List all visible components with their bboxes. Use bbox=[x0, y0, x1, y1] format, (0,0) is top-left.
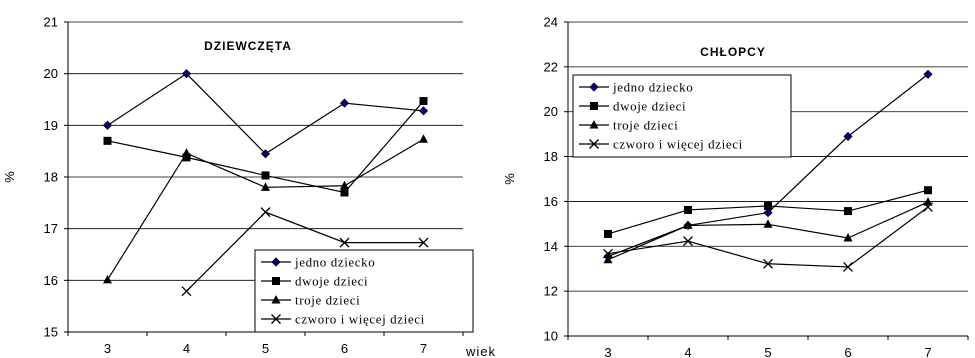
data-point bbox=[763, 219, 773, 228]
y-axis-label: % bbox=[502, 173, 517, 185]
data-point bbox=[418, 106, 429, 116]
data-point bbox=[603, 248, 613, 259]
data-point bbox=[339, 98, 350, 108]
data-point bbox=[340, 188, 349, 197]
legend-label: dwoje dzieci bbox=[613, 99, 686, 114]
y-tick-label: 10 bbox=[544, 329, 558, 344]
y-tick-label: 12 bbox=[544, 284, 558, 299]
x-tick-label: 6 bbox=[341, 341, 348, 356]
x-tick-label: 6 bbox=[844, 345, 851, 358]
data-point bbox=[684, 205, 692, 214]
y-tick-label: 19 bbox=[44, 118, 58, 133]
data-point bbox=[843, 232, 853, 242]
chart-panel-2: 10 12 14 16 18 20 22 24 3 4 5 6 7% CHŁOPCY jedno dziec… bbox=[502, 15, 969, 358]
data-point bbox=[604, 229, 612, 238]
data-point bbox=[182, 148, 191, 157]
data-point bbox=[843, 131, 853, 141]
y-tick-label: 14 bbox=[544, 239, 558, 254]
legend-marker bbox=[589, 120, 599, 129]
data-point bbox=[763, 208, 773, 218]
data-point bbox=[683, 220, 693, 229]
legend: jedno dziecko dwoje dzieci troje dzieci czw… bbox=[572, 74, 792, 158]
legend: jedno dziecko dwoje dzieci troje dzieci czw… bbox=[254, 249, 474, 333]
legend-label: jedno dziecko bbox=[294, 255, 375, 270]
y-tick-label: 20 bbox=[544, 104, 558, 119]
y-tick-label: 18 bbox=[44, 170, 58, 185]
y-tick-label: 15 bbox=[44, 325, 58, 340]
x-tick-label: 7 bbox=[924, 345, 931, 358]
data-point bbox=[182, 153, 191, 162]
chart-title: DZIEWCZĘTA bbox=[204, 39, 292, 53]
legend-marker bbox=[589, 82, 599, 92]
data-point bbox=[923, 197, 933, 206]
legend-marker bbox=[271, 295, 281, 304]
x-tick-label: 4 bbox=[684, 345, 691, 358]
data-point bbox=[181, 69, 192, 79]
x-axis-label: wiek bbox=[465, 344, 496, 358]
data-point bbox=[260, 149, 271, 159]
x-tick-label: 5 bbox=[764, 345, 771, 358]
y-tick-label: 16 bbox=[544, 194, 558, 209]
legend-box bbox=[254, 249, 474, 333]
data-point bbox=[419, 97, 428, 106]
x-tick-label: 3 bbox=[104, 341, 111, 356]
data-point bbox=[844, 207, 852, 216]
series-line-4 bbox=[186, 211, 424, 292]
legend-marker bbox=[272, 277, 280, 285]
chart-panel-1: 15 16 17 18 19 20 21 3 4 5 6 7% wiek DZIEWCZĘTA jedno … bbox=[2, 15, 496, 358]
data-point bbox=[764, 201, 772, 210]
series-line-1 bbox=[107, 72, 424, 155]
legend-label: dwoje dzieci bbox=[295, 274, 368, 289]
data-point bbox=[419, 134, 428, 143]
chart-title: CHŁOPCY bbox=[700, 45, 766, 59]
data-point bbox=[924, 186, 932, 195]
data-point bbox=[418, 237, 429, 248]
data-point bbox=[683, 236, 693, 247]
data-point bbox=[103, 274, 112, 284]
legend-label: troje dzieci bbox=[295, 293, 360, 308]
y-tick-label: 22 bbox=[544, 59, 558, 74]
legend-label: czworo i więcej dzieci bbox=[613, 137, 743, 152]
y-axis-label: % bbox=[2, 171, 17, 183]
data-point bbox=[102, 120, 113, 130]
data-point bbox=[261, 182, 270, 191]
legend-marker bbox=[590, 102, 598, 110]
legend-box bbox=[572, 74, 792, 158]
legend-marker bbox=[589, 139, 599, 149]
data-point bbox=[339, 237, 350, 248]
data-point bbox=[923, 69, 933, 79]
y-tick-label: 18 bbox=[544, 149, 558, 164]
x-tick-label: 3 bbox=[604, 345, 611, 358]
data-point bbox=[923, 202, 933, 212]
data-point bbox=[763, 258, 773, 269]
y-tick-label: 24 bbox=[544, 15, 558, 30]
data-point bbox=[261, 171, 270, 180]
data-point bbox=[103, 136, 112, 145]
data-point bbox=[260, 207, 271, 218]
y-tick-label: 17 bbox=[44, 221, 58, 236]
data-point bbox=[603, 254, 613, 264]
data-point bbox=[843, 261, 853, 272]
data-point bbox=[181, 286, 192, 297]
legend-label: troje dzieci bbox=[613, 118, 678, 133]
y-tick-label: 21 bbox=[44, 15, 58, 30]
data-point bbox=[340, 180, 349, 190]
y-tick-label: 20 bbox=[44, 66, 58, 81]
x-tick-label: 4 bbox=[183, 341, 190, 356]
legend-marker bbox=[271, 257, 281, 267]
x-tick-label: 7 bbox=[420, 341, 427, 356]
y-tick-label: 16 bbox=[44, 273, 58, 288]
x-tick-label: 5 bbox=[262, 341, 269, 356]
legend-label: czworo i więcej dzieci bbox=[295, 312, 425, 327]
legend-marker bbox=[271, 314, 281, 324]
legend-label: jedno dziecko bbox=[612, 80, 693, 95]
